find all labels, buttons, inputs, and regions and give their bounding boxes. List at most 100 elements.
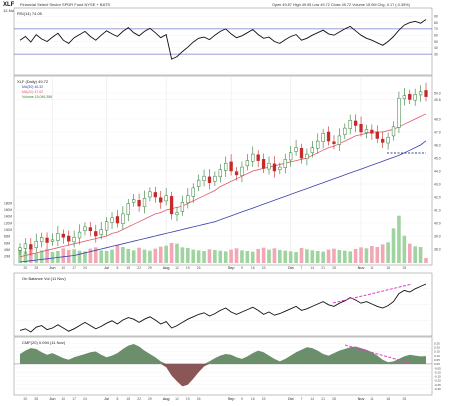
candle-body (272, 163, 277, 172)
price-tick-label: 50.0 (434, 91, 441, 95)
volume-bar (380, 244, 385, 263)
volume-bar (375, 247, 380, 263)
volume-bar (110, 249, 114, 263)
candle-body (316, 140, 320, 149)
day-label: 21 (321, 266, 325, 270)
candle-body (310, 147, 314, 154)
candle-body (402, 95, 406, 100)
candle-body (299, 148, 304, 159)
price-tick-label: 42.0 (434, 195, 441, 199)
price-tick-label: 39.0 (434, 234, 441, 238)
ma50-legend: MA(50) 46.32 (22, 85, 43, 89)
volume-bar (186, 248, 190, 263)
volume-bar (424, 258, 428, 263)
price-tick-label: 47.0 (434, 130, 441, 134)
day-label: 11 (370, 397, 374, 401)
symbol-label: XLF (3, 2, 15, 8)
volume-bar (240, 250, 244, 263)
volume-tick-label: 20M (4, 255, 11, 259)
candle-body (142, 198, 147, 208)
volume-bar (256, 249, 260, 263)
candle-body (61, 233, 65, 238)
rsi-panel: RSI(14) 74.05 90 80 70 60 50 40 30 (13, 7, 438, 76)
day-label: 26 (197, 266, 201, 270)
candle-body (169, 196, 174, 215)
candle-body (321, 133, 325, 143)
volume-bar (126, 249, 131, 263)
day-label: 28 (34, 266, 38, 270)
volume-bar (175, 243, 179, 263)
candle-body (424, 90, 428, 97)
price-label: XLF (Daily) 49.72 (17, 79, 49, 84)
day-label: 18 (386, 397, 390, 401)
volume-bar (45, 249, 49, 263)
candle-body (391, 126, 396, 137)
candle-body (137, 200, 141, 207)
volume-bar (18, 249, 22, 263)
volume-bar (402, 235, 407, 263)
candle-body (348, 120, 352, 130)
volume-bar (250, 251, 255, 263)
candle-body (56, 233, 60, 241)
candle-body (18, 247, 22, 251)
candle-body (364, 129, 369, 133)
candle-body (132, 199, 136, 203)
volume-bar (23, 251, 28, 263)
month-label: Aug (163, 397, 170, 401)
volume-legend: Volume 15,049,396 (22, 95, 52, 99)
candle-body (121, 213, 125, 224)
day-label: 18 (386, 266, 390, 270)
volume-bar (370, 246, 374, 263)
volume-bar (337, 250, 342, 263)
volume-bar (121, 247, 125, 263)
volume-bar (218, 250, 223, 263)
day-label: 28 (332, 266, 336, 270)
day-label: 28 (34, 397, 38, 401)
volume-bar (169, 243, 174, 263)
day-label: 26 (197, 397, 201, 401)
obv-label: On Balance Vol (11 Nov) (22, 276, 66, 281)
day-label: 23 (262, 397, 266, 401)
ma50-line (19, 140, 427, 263)
candle-body (332, 141, 336, 144)
cmf-positive-area (20, 344, 426, 364)
rsi-line (19, 19, 427, 60)
rsi-tick-label: 80 (434, 21, 438, 25)
day-label: 17 (72, 397, 76, 401)
volume-bar (164, 245, 168, 263)
cmf-tick-label: 0.00 (434, 362, 440, 366)
day-label: 17 (72, 266, 76, 270)
volume-bar (332, 248, 336, 263)
cmf-trendline (344, 344, 411, 364)
day-label: 16 (251, 397, 255, 401)
volume-bar (343, 250, 347, 263)
volume-bar (202, 251, 206, 263)
candle-body (413, 94, 417, 101)
day-label: 8 (116, 266, 118, 270)
volume-bar (223, 251, 228, 263)
day-label: 12 (175, 266, 179, 270)
cmf-tick-label: -0.25 (434, 383, 441, 387)
volume-bar (245, 251, 250, 263)
candle-body (153, 192, 157, 198)
candle-body (77, 231, 82, 239)
day-label: 23 (262, 266, 266, 270)
quote-line: Open 49.87 High 49.95 Low 49.72 Close 49… (272, 3, 411, 7)
candle-body (261, 159, 266, 169)
volume-bar (321, 251, 325, 263)
volume-bar (39, 250, 44, 263)
volume-bar (348, 251, 353, 263)
month-label: Nov (358, 397, 365, 401)
volume-bar (148, 250, 152, 263)
day-label: 15 (126, 266, 130, 270)
candle-body (397, 97, 401, 128)
cmf-tick-label: -0.30 (434, 387, 441, 391)
price-tick-label: 43.0 (434, 182, 441, 186)
candle-body (207, 176, 212, 183)
volume-tick-label: 140M (4, 215, 12, 219)
volume-tick-label: 60M (4, 241, 11, 245)
ma20-legend: MA(20) 47.62 (22, 90, 43, 94)
date-axis: Jun Jul Aug Sep Oct Nov 20 28 10 17 24 8 15 22 29 12 19 2… (24, 266, 407, 270)
day-label: 12 (175, 397, 179, 401)
volume-bar (191, 249, 196, 263)
